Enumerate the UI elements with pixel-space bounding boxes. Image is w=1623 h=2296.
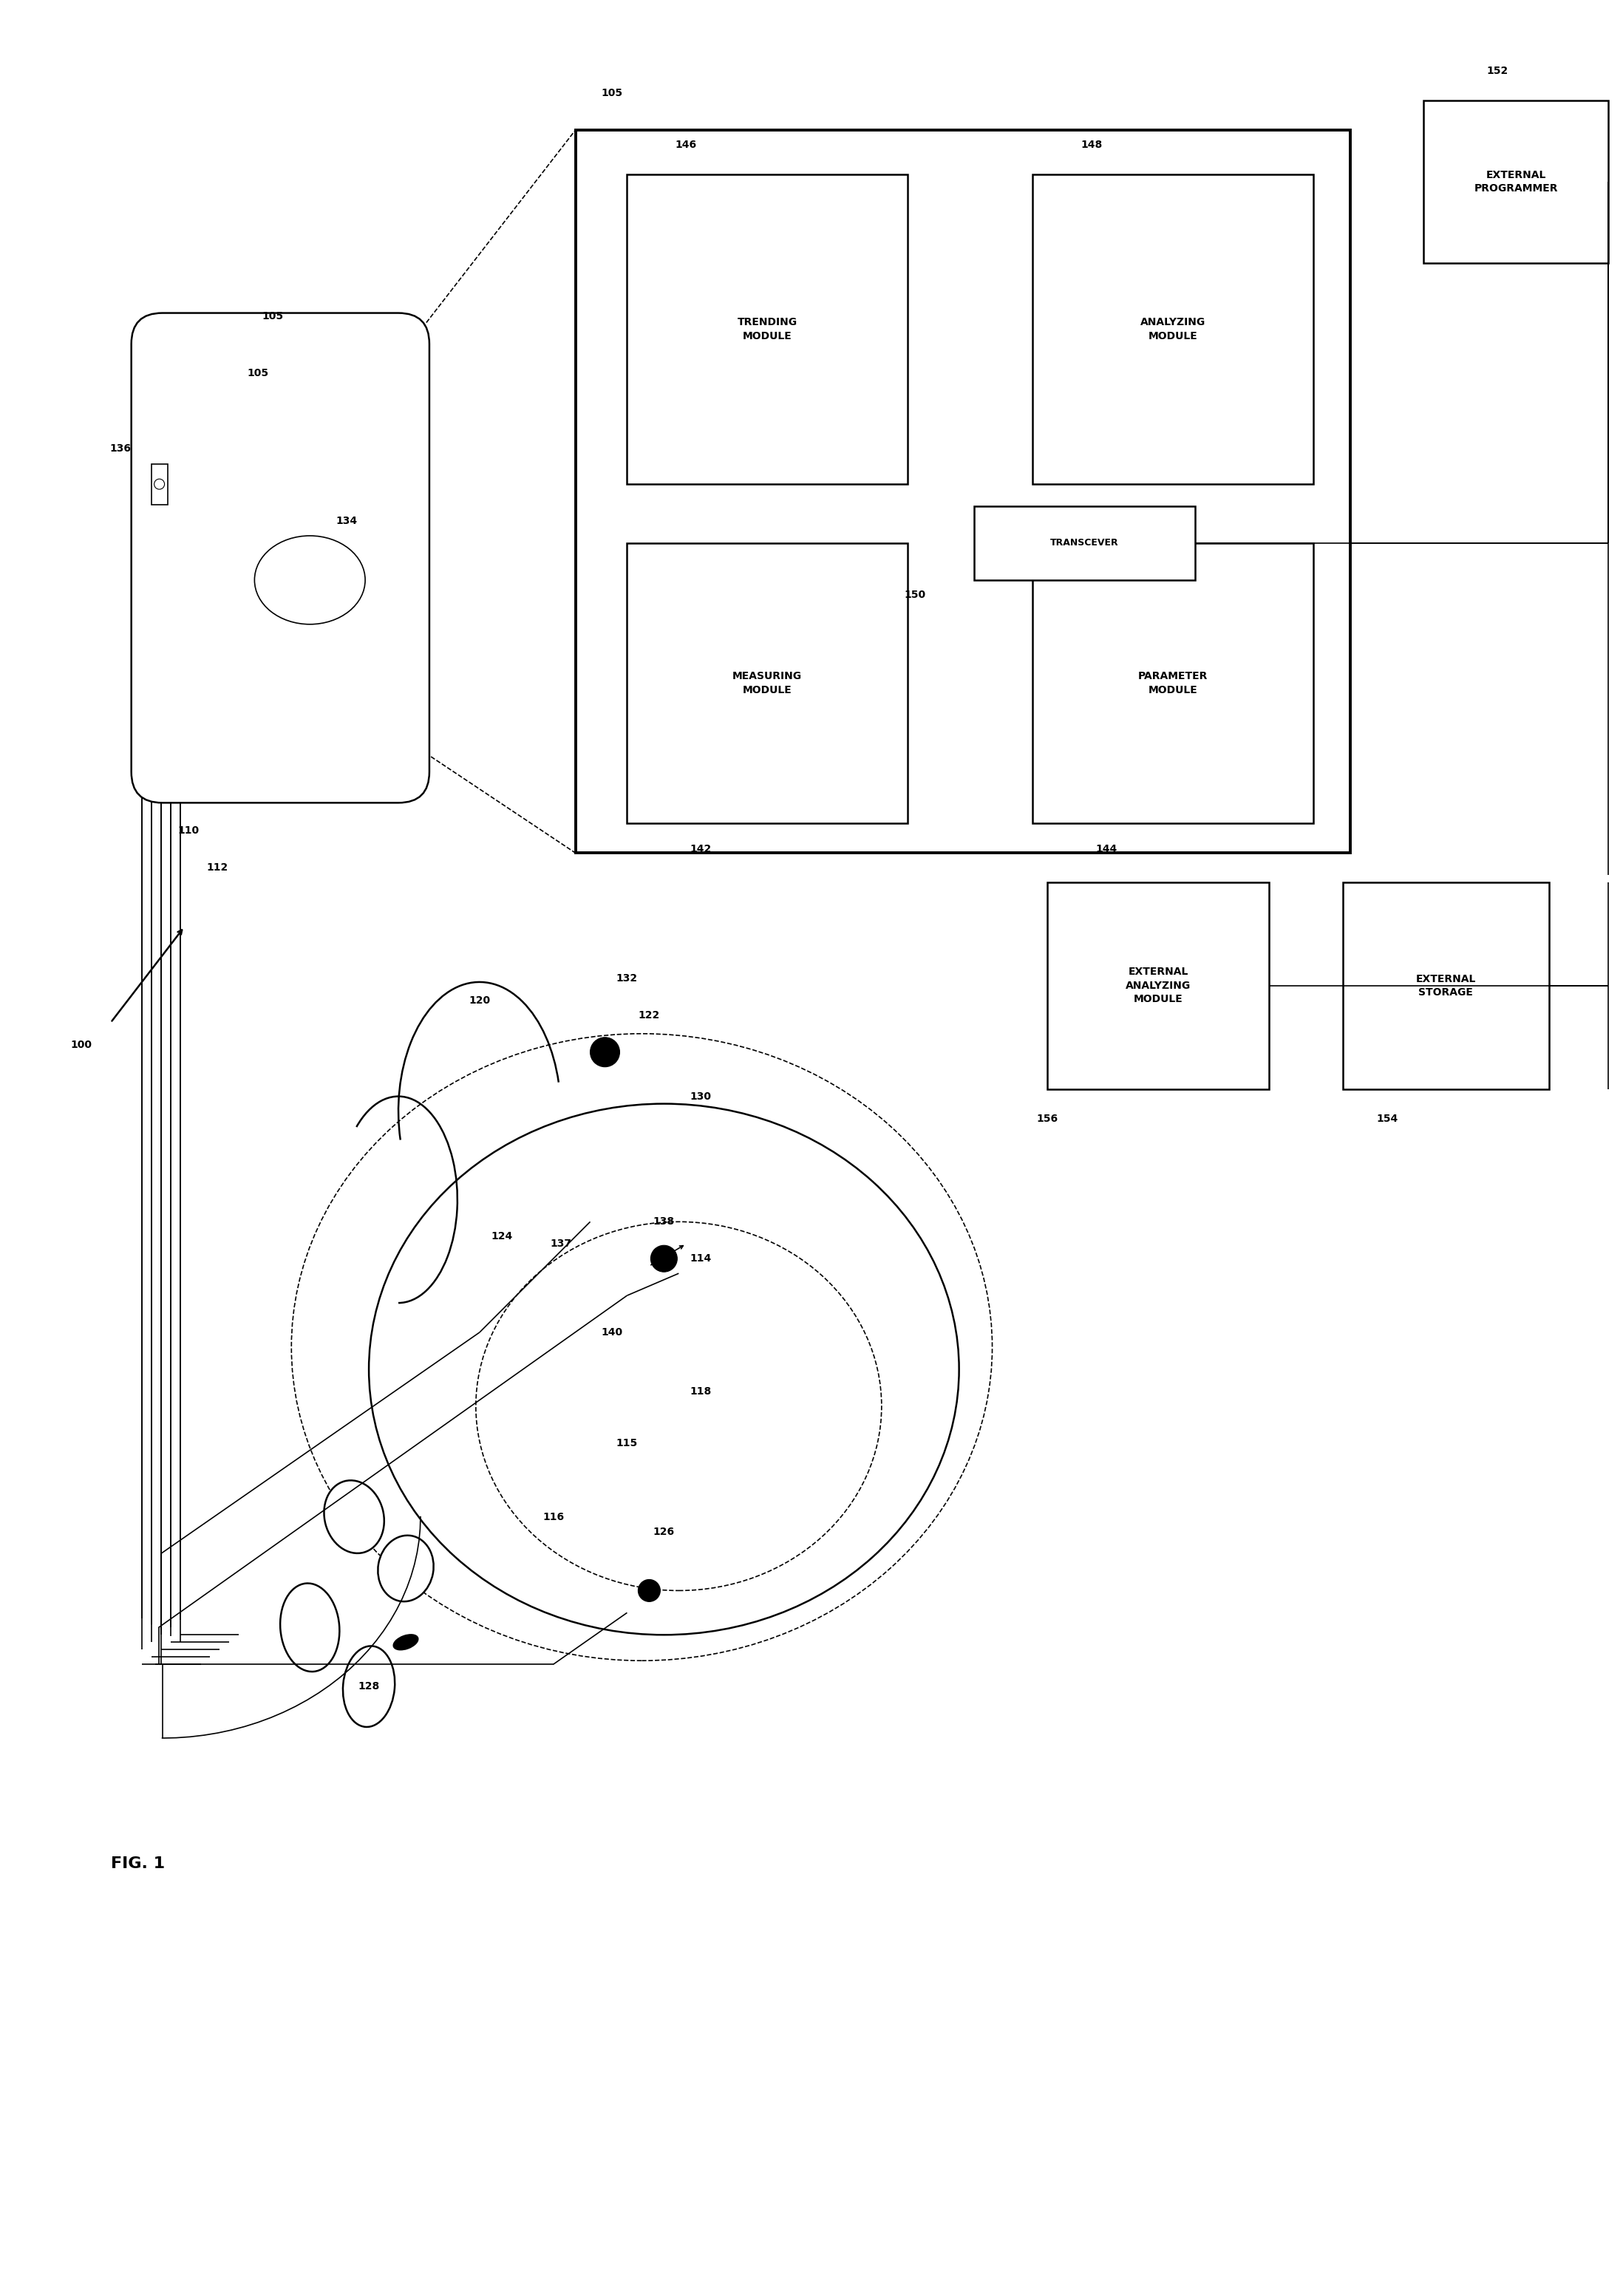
Text: EXTERNAL
STORAGE: EXTERNAL STORAGE bbox=[1415, 974, 1475, 999]
Text: 154: 154 bbox=[1376, 1114, 1397, 1123]
Text: 100: 100 bbox=[70, 1040, 93, 1049]
Text: 110: 110 bbox=[177, 827, 200, 836]
Circle shape bbox=[651, 1244, 677, 1272]
Text: 122: 122 bbox=[638, 1010, 661, 1019]
Ellipse shape bbox=[325, 1481, 385, 1554]
Text: 114: 114 bbox=[690, 1254, 711, 1263]
Ellipse shape bbox=[378, 1536, 433, 1603]
Text: 146: 146 bbox=[675, 140, 696, 149]
Ellipse shape bbox=[476, 1221, 881, 1591]
Text: 136: 136 bbox=[109, 443, 131, 455]
Text: 152: 152 bbox=[1487, 67, 1508, 76]
Text: 138: 138 bbox=[652, 1217, 675, 1226]
FancyBboxPatch shape bbox=[576, 131, 1350, 852]
Text: ANALYZING
MODULE: ANALYZING MODULE bbox=[1141, 317, 1206, 342]
Text: 105: 105 bbox=[602, 87, 623, 99]
FancyBboxPatch shape bbox=[626, 174, 907, 484]
Text: 144: 144 bbox=[1096, 845, 1117, 854]
FancyBboxPatch shape bbox=[131, 312, 430, 804]
FancyBboxPatch shape bbox=[626, 544, 907, 824]
Text: 132: 132 bbox=[617, 974, 638, 983]
Text: PARAMETER
MODULE: PARAMETER MODULE bbox=[1138, 670, 1208, 696]
Text: TRANSCEVER: TRANSCEVER bbox=[1050, 537, 1118, 549]
Ellipse shape bbox=[342, 1646, 394, 1727]
FancyArrowPatch shape bbox=[651, 1247, 683, 1265]
Text: 116: 116 bbox=[542, 1511, 565, 1522]
Ellipse shape bbox=[393, 1635, 419, 1651]
Text: 128: 128 bbox=[359, 1681, 380, 1692]
Ellipse shape bbox=[281, 1584, 339, 1671]
Text: EXTERNAL
ANALYZING
MODULE: EXTERNAL ANALYZING MODULE bbox=[1126, 967, 1191, 1003]
Text: MEASURING
MODULE: MEASURING MODULE bbox=[732, 670, 802, 696]
Text: 124: 124 bbox=[490, 1231, 513, 1242]
Circle shape bbox=[591, 1038, 620, 1068]
Text: FIG. 1: FIG. 1 bbox=[110, 1855, 164, 1871]
Text: 112: 112 bbox=[206, 863, 229, 872]
FancyBboxPatch shape bbox=[974, 505, 1195, 581]
Ellipse shape bbox=[368, 1104, 959, 1635]
FancyBboxPatch shape bbox=[151, 464, 167, 505]
Text: 118: 118 bbox=[690, 1387, 711, 1396]
Text: 137: 137 bbox=[550, 1240, 571, 1249]
Text: 115: 115 bbox=[617, 1437, 638, 1449]
FancyBboxPatch shape bbox=[1423, 101, 1608, 262]
Text: 120: 120 bbox=[469, 994, 490, 1006]
Text: 105: 105 bbox=[263, 310, 284, 321]
Text: 156: 156 bbox=[1037, 1114, 1058, 1123]
FancyBboxPatch shape bbox=[1047, 882, 1269, 1088]
FancyBboxPatch shape bbox=[1342, 882, 1550, 1088]
Ellipse shape bbox=[292, 1033, 992, 1660]
Text: 134: 134 bbox=[336, 517, 357, 526]
Text: 130: 130 bbox=[690, 1091, 711, 1102]
Text: 140: 140 bbox=[602, 1327, 623, 1339]
Text: 142: 142 bbox=[690, 845, 711, 854]
FancyBboxPatch shape bbox=[1032, 174, 1313, 484]
Text: 126: 126 bbox=[652, 1527, 675, 1536]
FancyBboxPatch shape bbox=[1032, 544, 1313, 824]
Text: 148: 148 bbox=[1081, 140, 1102, 149]
Circle shape bbox=[638, 1580, 661, 1603]
Text: 150: 150 bbox=[904, 590, 925, 599]
Ellipse shape bbox=[255, 535, 365, 625]
Text: EXTERNAL
PROGRAMMER: EXTERNAL PROGRAMMER bbox=[1474, 170, 1558, 193]
Text: TRENDING
MODULE: TRENDING MODULE bbox=[737, 317, 797, 342]
Circle shape bbox=[154, 480, 164, 489]
Text: 105: 105 bbox=[247, 367, 269, 379]
